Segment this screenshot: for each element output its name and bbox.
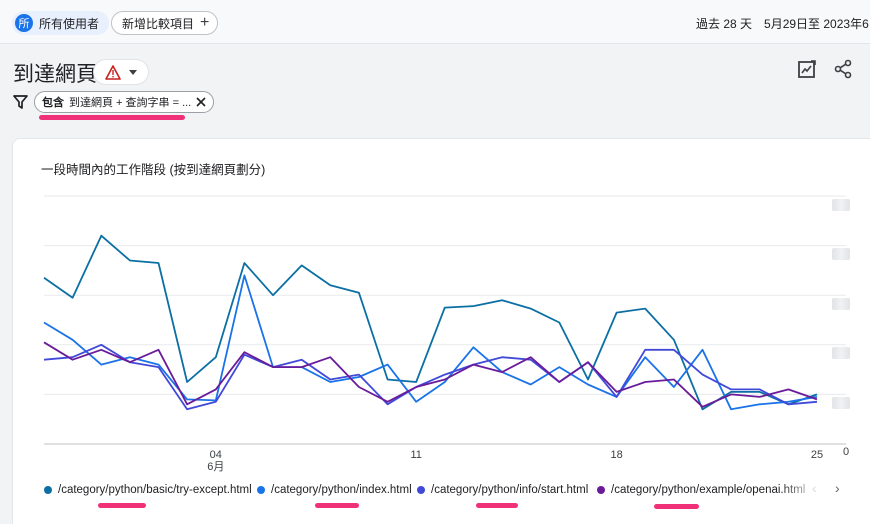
legend-label: /category/python/basic/try-except.html: [58, 484, 252, 496]
report-toolbar: [796, 58, 870, 80]
series-line: [43, 234, 818, 411]
x-tick-label: 04: [210, 449, 222, 461]
audience-chip-label: 所有使用者: [39, 16, 100, 31]
series-line: [43, 341, 818, 408]
y-tick-label: [832, 199, 850, 211]
legend-swatch: [44, 486, 52, 494]
x-tick-sublabel: 6月: [207, 461, 224, 473]
x-tick-label: 25: [811, 449, 823, 461]
share-icon[interactable]: [832, 58, 854, 80]
caret-down-icon: [129, 69, 137, 75]
series-line: [43, 343, 818, 411]
audience-avatar: 所: [15, 14, 33, 32]
date-range-value: 5月29日至 2023年6: [764, 17, 869, 31]
legend-label: /category/python/example/openai.html: [611, 484, 806, 496]
date-range-picker[interactable]: 過去 28 天 5月29日至 2023年6: [696, 15, 870, 32]
audience-chip[interactable]: 所 所有使用者: [12, 11, 110, 35]
y-tick-label: [832, 298, 850, 310]
legend-item[interactable]: /category/python/index.html: [257, 484, 412, 496]
legend-label: /category/python/index.html: [271, 484, 412, 496]
y-tick-label: [832, 248, 850, 260]
close-icon[interactable]: [194, 95, 208, 109]
legend-swatch: [597, 486, 605, 494]
legend-fade: [780, 480, 820, 500]
page-title: 到達網頁: [13, 63, 97, 86]
legend-label: /category/python/info/start.html: [431, 484, 589, 496]
highlight-mark-legend: [315, 503, 359, 508]
legend-item[interactable]: /category/python/info/start.html: [417, 484, 588, 496]
filter-icon[interactable]: [13, 94, 28, 109]
series-line: [43, 274, 818, 411]
highlight-mark-legend: [654, 504, 699, 509]
filter-operator: 包含: [42, 97, 64, 109]
chart-title: 一段時間內的工作階段 (按到達網頁劃分): [41, 163, 266, 177]
x-tick-label: 18: [610, 449, 622, 461]
legend-prev-icon[interactable]: ‹: [812, 480, 817, 496]
warning-dropdown[interactable]: [93, 59, 149, 85]
y-tick-label: [832, 347, 850, 359]
sessions-chart-card: [12, 138, 870, 524]
date-range-preset: 過去 28 天: [696, 17, 753, 31]
top-bar: 所 所有使用者 新增比較項目 + 過去 28 天 5月29日至 2023年6: [0, 0, 870, 44]
y-tick-label: 0: [843, 446, 849, 458]
customize-report-icon[interactable]: [796, 58, 818, 80]
legend-next-icon[interactable]: ›: [835, 480, 840, 496]
legend-item[interactable]: /category/python/basic/try-except.html: [44, 484, 252, 496]
plus-icon: +: [200, 14, 210, 31]
filter-text: 到達網頁 + 查詢字串 = ...: [69, 97, 192, 109]
add-comparison-label: 新增比較項目: [122, 16, 195, 31]
legend-item[interactable]: /category/python/example/openai.html: [597, 484, 805, 496]
x-tick-label: 11: [410, 449, 421, 461]
warning-icon: [105, 64, 121, 80]
highlight-mark-filter: [39, 115, 185, 120]
legend-swatch: [257, 486, 265, 494]
legend-swatch: [417, 486, 425, 494]
highlight-mark-legend: [476, 503, 518, 508]
filter-chip[interactable]: 包含 到達網頁 + 查詢字串 = ...: [34, 91, 214, 113]
y-tick-label: [832, 397, 850, 409]
highlight-mark-legend: [98, 503, 146, 508]
add-comparison-button[interactable]: 新增比較項目 +: [111, 11, 219, 35]
